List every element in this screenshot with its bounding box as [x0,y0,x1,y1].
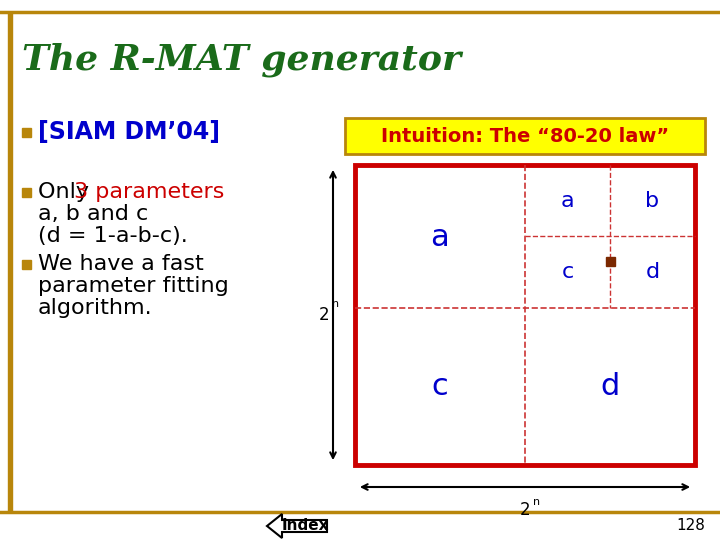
Bar [22,128,31,137]
Bar [345,118,705,154]
Text: 2: 2 [318,306,329,324]
Bar [606,256,614,266]
Text: Index: Index [282,518,329,534]
Text: Intuition: The “80-20 law”: Intuition: The “80-20 law” [381,126,669,145]
Text: [SIAM DM’04]: [SIAM DM’04] [38,120,220,144]
Text: a: a [431,222,449,252]
Text: algorithm.: algorithm. [38,298,153,318]
Text: a: a [561,191,575,211]
Text: (d = 1-a-b-c).: (d = 1-a-b-c). [38,226,188,246]
Bar [22,260,31,269]
Text: b: b [645,191,660,211]
Text: 2: 2 [520,501,531,519]
Text: c: c [431,372,449,401]
Text: n: n [533,497,540,507]
Bar [355,165,695,465]
Text: d: d [645,262,660,282]
Text: 128: 128 [676,518,705,534]
Bar [22,188,31,197]
Text: Only: Only [38,182,96,202]
Text: The R-MAT generator: The R-MAT generator [22,43,461,77]
Text: n: n [332,299,339,309]
Text: a, b and c: a, b and c [38,204,148,224]
Text: d: d [600,372,620,401]
Text: c: c [562,262,574,282]
Bar [8,12,12,512]
Text: 3 parameters: 3 parameters [74,182,225,202]
Text: We have a fast: We have a fast [38,254,204,274]
Text: parameter fitting: parameter fitting [38,276,229,296]
Polygon shape [267,514,327,538]
